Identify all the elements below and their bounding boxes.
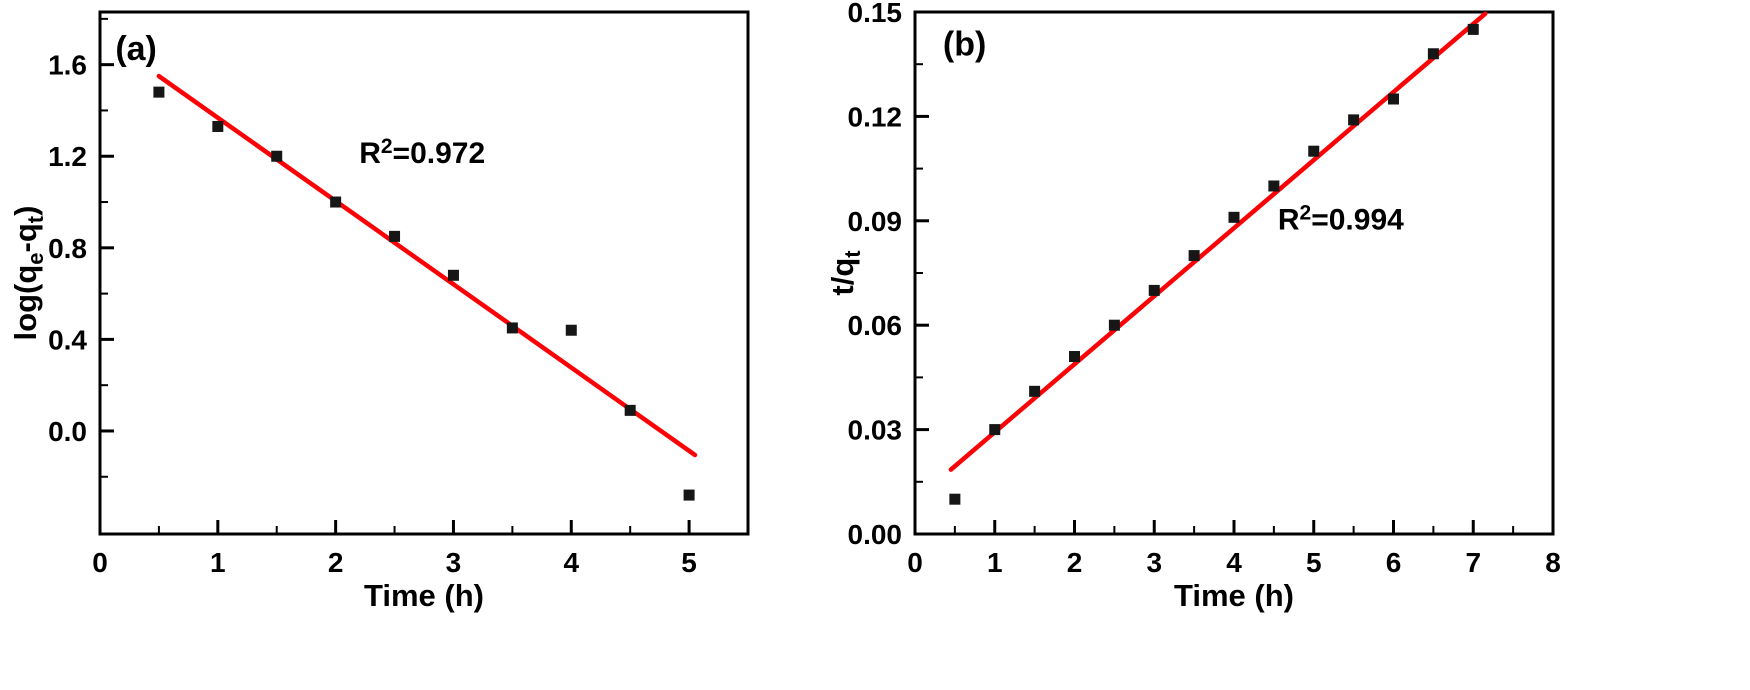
data-point xyxy=(1228,211,1240,223)
r-squared-annotation: R2=0.972 xyxy=(359,135,485,170)
y-tick-label: 0.15 xyxy=(848,0,903,28)
x-tick-label: 2 xyxy=(328,547,344,578)
panel-label: (a) xyxy=(115,30,157,68)
data-point xyxy=(624,404,636,416)
x-tick-label: 0 xyxy=(92,547,108,578)
data-point xyxy=(1148,284,1160,296)
chart-panel-a: 0 1 2 3 4 5 0.0 0.4 0.8 1.2 1.6 Time (h) log(qe-qt) R… xyxy=(8,10,750,613)
data-point xyxy=(1427,48,1439,60)
r-squared-annotation: R2=0.994 xyxy=(1278,202,1404,237)
data-point xyxy=(212,120,224,132)
y-tick-label: 0.12 xyxy=(848,101,903,132)
data-point xyxy=(565,324,577,336)
data-point xyxy=(153,86,165,98)
data-point xyxy=(949,493,961,505)
panel-label: (b) xyxy=(943,26,986,64)
axis-frame xyxy=(98,10,750,536)
x-tick-label: 8 xyxy=(1545,547,1561,578)
data-point xyxy=(1029,385,1041,397)
x-tick-label: 7 xyxy=(1465,547,1481,578)
data-point xyxy=(271,150,283,162)
x-tick-label: 4 xyxy=(1226,547,1242,578)
x-tick-label: 3 xyxy=(1146,547,1162,578)
data-point xyxy=(447,269,459,281)
data-point xyxy=(1308,145,1320,157)
y-axis-label: t/qt xyxy=(825,250,865,296)
data-point xyxy=(989,424,1001,436)
x-tick-label: 0 xyxy=(907,547,923,578)
x-tick-label: 6 xyxy=(1386,547,1402,578)
x-tick-label: 5 xyxy=(1306,547,1322,578)
y-tick-label: 0.0 xyxy=(48,416,87,447)
data-point xyxy=(1388,93,1399,105)
data-point xyxy=(389,230,401,242)
x-tick-label: 1 xyxy=(987,547,1003,578)
data-point xyxy=(1348,114,1360,126)
data-point xyxy=(506,322,518,334)
y-axis-label: log(qe-qt) xyxy=(8,206,48,341)
y-tick-label: 0.00 xyxy=(848,519,903,550)
data-point xyxy=(1268,180,1280,192)
x-axis-label: Time (h) xyxy=(1174,578,1294,613)
y-tick-label: 1.6 xyxy=(48,50,87,81)
y-tick-label: 0.03 xyxy=(848,415,903,446)
y-tick-label: 0.4 xyxy=(48,324,87,355)
data-point xyxy=(1188,250,1200,262)
x-tick-label: 2 xyxy=(1067,547,1083,578)
x-tick-label: 3 xyxy=(446,547,462,578)
axis-frame xyxy=(913,10,1555,536)
y-tick-label: 0.06 xyxy=(848,310,903,341)
fit-line xyxy=(156,73,698,458)
x-tick-label: 1 xyxy=(210,547,226,578)
x-axis-label: Time (h) xyxy=(364,578,484,613)
data-point xyxy=(330,196,342,208)
fit-line xyxy=(948,11,1488,472)
data-point xyxy=(1108,319,1120,331)
x-tick-label: 4 xyxy=(563,547,579,578)
data-point xyxy=(683,489,695,501)
y-tick-label: 0.09 xyxy=(848,206,903,237)
data-point xyxy=(1069,351,1080,363)
data-point xyxy=(1467,23,1479,35)
y-tick-label: 0.8 xyxy=(48,233,87,264)
y-tick-label: 1.2 xyxy=(48,141,87,172)
chart-panel-b: 0 1 2 3 4 5 6 7 8 0.00 0.03 0.06 0.09 0.12 0.15 Time (h… xyxy=(825,0,1561,613)
x-tick-label: 5 xyxy=(681,547,697,578)
